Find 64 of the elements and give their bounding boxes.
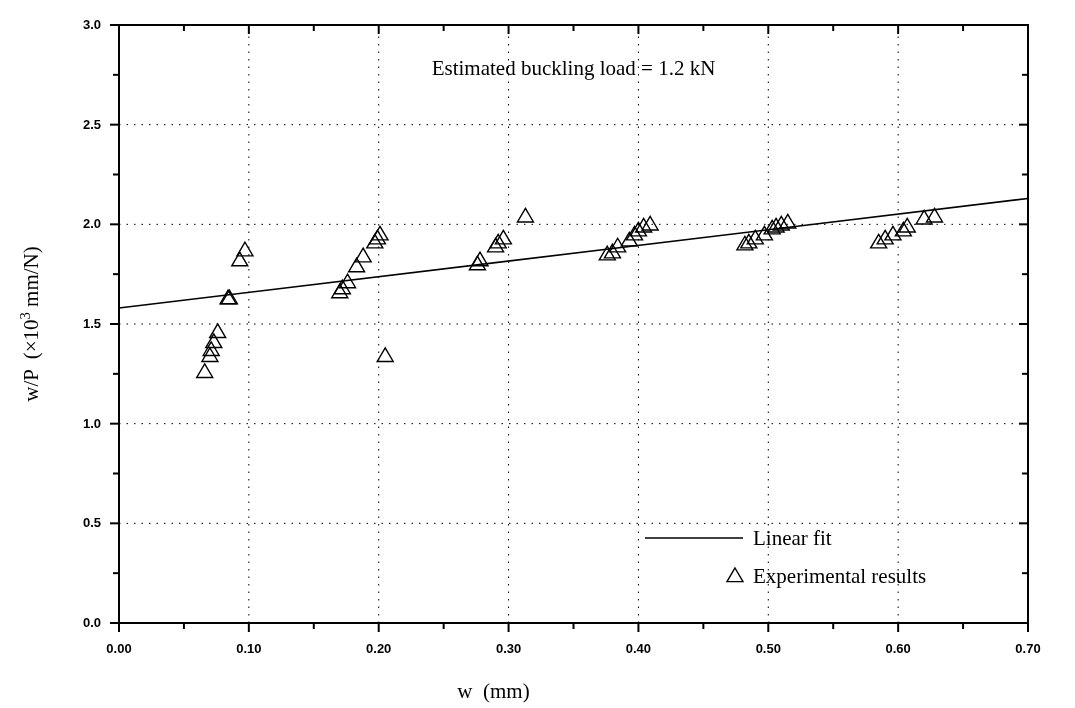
point — [236, 241, 254, 257]
point — [205, 333, 223, 349]
point — [641, 215, 659, 231]
point — [208, 323, 227, 339]
point — [620, 231, 639, 247]
point — [598, 245, 616, 261]
point — [869, 233, 888, 249]
point — [471, 251, 489, 267]
x-tick-label: 0.10 — [236, 641, 262, 656]
point — [894, 221, 913, 237]
y-tick-label: 2.5 — [82, 116, 101, 132]
y-tick-label: 2.0 — [82, 216, 101, 232]
point — [876, 229, 894, 245]
x-tick-label: 0.60 — [885, 641, 911, 656]
point — [201, 347, 219, 363]
point — [898, 217, 916, 233]
point — [767, 217, 785, 233]
point — [494, 229, 513, 245]
x-tick-label: 0.70 — [1015, 641, 1041, 656]
point — [338, 273, 357, 289]
point — [333, 279, 352, 295]
legend-label: Experimental results — [753, 564, 927, 588]
x-tick-label: 0.50 — [755, 641, 781, 656]
annotation: Estimated buckling load = 1.2 kN — [431, 56, 716, 80]
point — [740, 233, 758, 249]
y-tick-label: 0.5 — [82, 515, 101, 531]
point — [625, 225, 644, 241]
legend-label: Linear fit — [753, 526, 832, 550]
point — [202, 341, 220, 357]
point — [331, 283, 349, 299]
point — [376, 347, 394, 363]
point — [608, 237, 627, 253]
x-tick-label: 0.30 — [495, 641, 522, 656]
y-tick-label: 1.5 — [82, 316, 101, 331]
point — [231, 251, 249, 267]
point — [779, 213, 797, 229]
point — [736, 235, 754, 251]
point — [486, 237, 505, 253]
x-tick-label: 0.00 — [106, 641, 132, 656]
point — [915, 209, 933, 225]
point — [516, 207, 535, 223]
point — [603, 243, 622, 259]
y-tick-label: 1.0 — [82, 415, 101, 431]
point — [371, 225, 389, 241]
point — [755, 225, 774, 241]
point — [366, 233, 384, 249]
point — [746, 229, 764, 245]
point — [468, 255, 487, 271]
point — [354, 247, 372, 263]
point — [634, 217, 653, 233]
point — [489, 233, 507, 249]
point — [772, 215, 790, 231]
point — [629, 221, 648, 237]
point — [347, 257, 366, 273]
point — [925, 207, 944, 223]
y-tick-label: 0.0 — [82, 615, 101, 630]
x-tick-label: 0.20 — [366, 641, 392, 656]
point — [763, 219, 781, 235]
x-tick-label: 0.40 — [625, 641, 652, 656]
y-tick-label: 3.0 — [82, 17, 101, 32]
point — [196, 363, 214, 379]
point — [884, 225, 902, 241]
point — [368, 229, 387, 245]
x-axis-title: w (mm) — [457, 679, 530, 703]
